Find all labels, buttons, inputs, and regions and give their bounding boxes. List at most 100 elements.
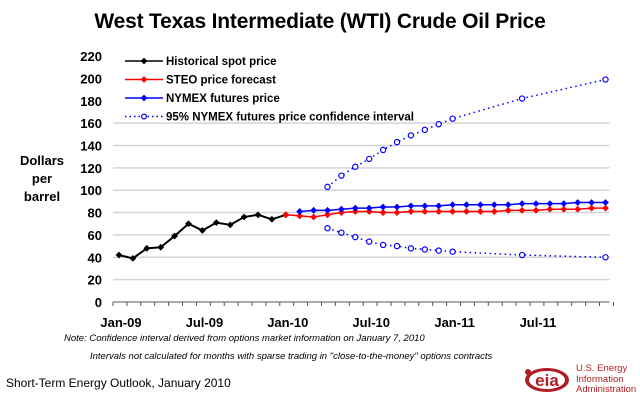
data-point (421, 202, 429, 210)
y-axis-ticks: 0 20 40 60 80 100 120 140 160 180 200 220 (80, 49, 102, 310)
eia-logo-mark-text: eia (535, 371, 559, 390)
series-line-0 (118, 213, 287, 260)
confidence-lower-point (366, 238, 373, 245)
data-point (212, 219, 220, 227)
data-point (296, 212, 304, 220)
y-axis-label: Dollars per barrel (10, 152, 74, 206)
data-point (546, 205, 554, 213)
eia-logo-line: U.S. Energy (576, 363, 628, 374)
data-point (463, 208, 470, 215)
data-point (435, 208, 443, 215)
confidence-upper-point (449, 115, 456, 122)
legend-label: 95% NYMEX futures price confidence inter… (166, 112, 414, 124)
data-point (449, 201, 456, 209)
data-point (602, 204, 609, 212)
confidence-lower-point (324, 225, 331, 232)
confidence-upper-point (421, 126, 428, 134)
legend-label: NYMEX futures price (166, 93, 280, 105)
data-point (490, 201, 498, 209)
data-point (240, 213, 248, 221)
y-tick-label: 60 (88, 228, 102, 243)
y-tick-label: 180 (80, 94, 102, 109)
confidence-lower-point (449, 248, 456, 255)
data-point (477, 208, 484, 215)
data-point (407, 208, 415, 215)
data-point (296, 208, 304, 215)
data-point (157, 243, 165, 251)
confidence-lower-point (393, 242, 401, 250)
data-point (171, 232, 178, 240)
data-point (602, 199, 609, 206)
data-point (449, 208, 456, 215)
x-tick-label: Jul-11 (520, 315, 557, 330)
legend: Historical spot price STEO price forecast… (125, 56, 414, 124)
data-point (226, 221, 234, 229)
legend-swatch-marker (141, 113, 148, 120)
y-tick-label: 40 (88, 250, 102, 265)
confidence-upper-point (602, 76, 609, 83)
y-axis-label-line: Dollars (19, 153, 65, 168)
data-point (574, 205, 582, 213)
confidence-lower-point (379, 241, 387, 249)
confidence-upper-point (338, 172, 345, 179)
data-point (393, 203, 401, 211)
y-tick-label: 160 (80, 116, 102, 131)
confidence-upper-line (327, 78, 606, 188)
legend-swatch-marker (140, 57, 148, 65)
legend-swatch-marker (140, 76, 148, 83)
note-sparse-trading: Intervals not calculated for months with… (90, 351, 493, 362)
data-point (115, 251, 123, 259)
data-point (199, 227, 206, 234)
data-point (129, 254, 137, 262)
data-point (518, 200, 526, 208)
x-tick-label: Jan-10 (267, 315, 308, 330)
x-tick-label: Jul-10 (352, 315, 390, 330)
data-point (310, 213, 317, 221)
y-tick-label: 220 (80, 49, 102, 64)
data-point (351, 204, 359, 212)
confidence-lower-point (421, 246, 428, 253)
data-point (310, 206, 317, 214)
eia-logo: eia U.S. Energy Information Administrati… (520, 362, 638, 398)
eia-logo-mark-icon: eia (525, 368, 569, 392)
data-point (518, 206, 526, 214)
data-point (254, 211, 262, 219)
confidence-upper-point (407, 132, 415, 139)
legend-label: Historical spot price (166, 56, 277, 68)
y-tick-label: 80 (88, 206, 102, 221)
data-point (463, 201, 470, 209)
data-point (407, 202, 415, 210)
data-point (268, 215, 276, 223)
gridlines (113, 122, 610, 281)
source-label: Short-Term Energy Outlook, January 2010 (6, 376, 231, 390)
data-point (365, 204, 373, 212)
y-axis-label-line: barrel (23, 189, 61, 204)
data-point (185, 220, 192, 228)
data-point (143, 244, 151, 252)
note-confidence-interval: Note: Confidence interval derived from o… (64, 333, 425, 344)
chart-title: West Texas Intermediate (WTI) Crude Oil … (94, 10, 546, 33)
data-point (560, 200, 568, 208)
confidence-lower-point (602, 254, 609, 261)
data-point (490, 208, 498, 215)
data-point (282, 211, 290, 219)
data-point (532, 200, 540, 208)
x-tick-label: Jul-09 (186, 315, 224, 330)
data-point (435, 202, 443, 210)
eia-logo-text: U.S. Energy Information Administration (576, 363, 637, 396)
y-tick-label: 100 (80, 183, 102, 198)
data-point (421, 208, 429, 215)
confidence-upper-point (435, 121, 442, 128)
y-tick-label: 200 (80, 71, 102, 86)
eia-logo-line: Information (576, 373, 624, 385)
data-point (574, 199, 582, 206)
data-point (379, 203, 387, 211)
data-point (504, 201, 512, 209)
data-point (477, 201, 484, 209)
data-point (324, 206, 331, 214)
eia-logo-line: Administration (576, 384, 637, 395)
y-axis-label-line: per (31, 171, 53, 186)
legend-label: STEO price forecast (166, 75, 276, 87)
x-axis: Jan-09 Jul-09 Jan-10 Jul-10 Jan-11 Jul-11 (100, 301, 614, 330)
x-tick-label: Jan-09 (100, 315, 141, 330)
